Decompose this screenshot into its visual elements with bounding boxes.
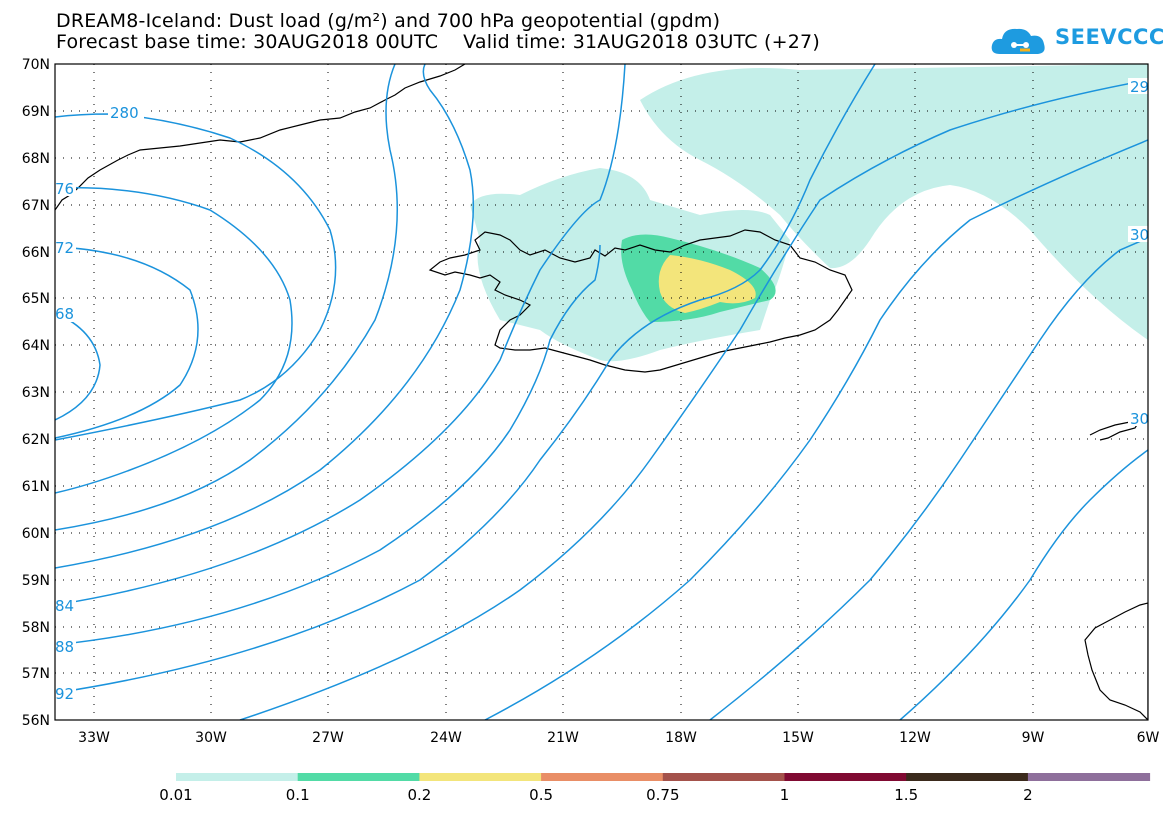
lon-label: 30W <box>195 730 227 746</box>
lon-label: 27W <box>312 730 344 746</box>
colorbar-label: 1.5 <box>894 786 918 804</box>
dust-shading-0.01 <box>470 64 1148 362</box>
lon-label: 15W <box>782 730 814 746</box>
lat-label: 63N <box>22 385 50 401</box>
colorbar-segment <box>297 773 420 781</box>
lon-label: 9W <box>1022 730 1045 746</box>
colorbar-label: 1 <box>780 786 790 804</box>
lat-label: 57N <box>22 666 50 682</box>
lat-label: 58N <box>22 620 50 636</box>
latitude-axis: 70N 69N 68N 67N 66N 65N 64N 63N 62N 61N … <box>22 57 50 729</box>
contour-label-92: 92 <box>55 685 74 703</box>
lon-label: 18W <box>665 730 697 746</box>
contour-label-68: 68 <box>55 305 74 323</box>
lon-label: 33W <box>78 730 110 746</box>
longitude-axis: 33W 30W 27W 24W 21W 18W 15W 12W 9W 6W <box>78 730 1159 746</box>
contour-label-84: 84 <box>55 597 74 615</box>
graticule <box>55 64 1148 720</box>
colorbar-label: 0.1 <box>286 786 310 804</box>
lat-label: 64N <box>22 338 50 354</box>
lat-label: 68N <box>22 151 50 167</box>
colorbar-label: 0.01 <box>159 786 192 804</box>
dust-shading-0.2 <box>658 255 756 313</box>
lon-label: 24W <box>430 730 462 746</box>
contour-label-29: 29 <box>1130 78 1149 96</box>
contour-label-280: 280 <box>110 104 139 122</box>
chart-title-line-2: Forecast base time: 30AUG2018 00UTC Vali… <box>56 31 820 53</box>
lat-label: 70N <box>22 57 50 73</box>
lat-label: 60N <box>22 526 50 542</box>
colorbar-segment <box>541 773 664 781</box>
lat-label: 65N <box>22 291 50 307</box>
logo-text: SEEVCCC <box>1055 25 1165 49</box>
colorbar-segment <box>662 773 785 781</box>
lon-label: 6W <box>1137 730 1160 746</box>
colorbar: 0.01 0.1 0.2 0.5 0.75 1 1.5 2 <box>159 773 1151 804</box>
contour-label-76: 76 <box>55 180 74 198</box>
colorbar-label: 0.2 <box>407 786 431 804</box>
colorbar-label: 0.5 <box>529 786 553 804</box>
lat-label: 66N <box>22 245 50 261</box>
lat-label: 62N <box>22 432 50 448</box>
contour-label-30-a: 30 <box>1130 226 1149 244</box>
colorbar-segment <box>906 773 1029 781</box>
contour-labels: 280 76 72 68 84 88 92 29 30 30 <box>54 78 1150 703</box>
colorbar-segment <box>419 773 542 781</box>
lat-label: 67N <box>22 198 50 214</box>
lat-label: 59N <box>22 573 50 589</box>
lat-label: 56N <box>22 713 50 729</box>
contour-label-88: 88 <box>55 638 74 656</box>
cloud-logo-icon <box>991 28 1045 54</box>
contour-label-30-b: 30 <box>1130 410 1149 428</box>
geopotential-contours <box>55 64 1148 720</box>
colorbar-label: 0.75 <box>646 786 679 804</box>
map-frame <box>54 63 1149 721</box>
colorbar-label: 2 <box>1023 786 1033 804</box>
lat-label: 61N <box>22 479 50 495</box>
colorbar-segment <box>1027 773 1151 781</box>
lat-label: 69N <box>22 104 50 120</box>
lon-label: 12W <box>899 730 931 746</box>
colorbar-segment <box>176 773 299 781</box>
chart-title-line-1: DREAM8-Iceland: Dust load (g/m²) and 700… <box>56 10 721 32</box>
colorbar-segment <box>784 773 907 781</box>
contour-label-72: 72 <box>55 239 74 257</box>
lon-label: 21W <box>547 730 579 746</box>
